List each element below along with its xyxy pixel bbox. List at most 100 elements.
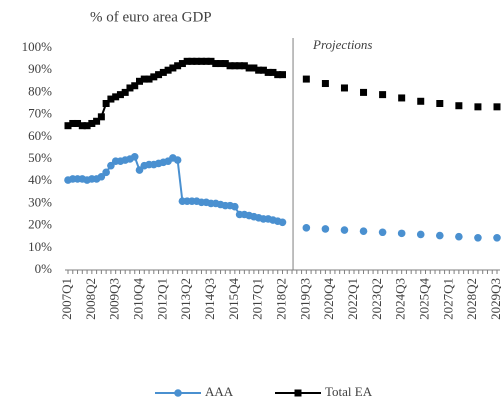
marker [97, 113, 105, 121]
marker [278, 218, 287, 227]
x-tick-label: 2007Q1 [59, 278, 74, 320]
marker [264, 68, 272, 76]
series-line [68, 61, 497, 125]
marker [130, 152, 139, 161]
marker [378, 228, 387, 237]
marker [236, 62, 244, 70]
marker [231, 62, 239, 70]
marker [417, 97, 425, 105]
marker [93, 117, 101, 125]
marker [197, 57, 205, 65]
x-tick-label: 2019Q3 [297, 278, 312, 320]
marker [121, 88, 129, 96]
y-tick-label: 30% [28, 194, 52, 209]
y-tick-label: 50% [28, 150, 52, 165]
marker [455, 232, 463, 241]
marker [474, 103, 482, 111]
x-tick-label: 2020Q4 [321, 278, 336, 320]
marker [340, 84, 348, 92]
legend-label: AAA [205, 384, 234, 399]
marker [126, 84, 134, 92]
marker [274, 71, 282, 79]
marker [140, 75, 148, 83]
marker [416, 230, 425, 239]
marker [259, 66, 267, 74]
marker [164, 66, 172, 74]
marker [173, 156, 182, 164]
marker [112, 93, 120, 101]
marker [145, 75, 153, 83]
x-tick-label: 2015Q4 [226, 278, 241, 320]
marker [221, 60, 229, 68]
marker [207, 57, 215, 65]
legend-marker [174, 389, 182, 397]
marker [359, 227, 368, 235]
marker [202, 57, 210, 65]
marker [397, 229, 406, 238]
marker [74, 119, 82, 127]
marker [493, 234, 501, 242]
marker [169, 64, 177, 72]
marker [178, 60, 186, 68]
marker [321, 80, 329, 88]
x-tick-label: 2025Q4 [416, 278, 431, 320]
marker [193, 57, 201, 65]
x-tick-label: 2023Q2 [369, 278, 384, 320]
x-tick-label: 2024Q3 [393, 278, 408, 320]
x-tick-label: 2014Q3 [202, 278, 217, 320]
marker [116, 91, 124, 99]
marker [69, 119, 77, 127]
y-tick-label: 40% [28, 172, 52, 187]
marker [379, 91, 387, 99]
x-tick-label: 2012Q1 [154, 278, 169, 320]
marker [97, 172, 106, 181]
marker [212, 60, 220, 68]
marker [183, 57, 191, 65]
marker [131, 82, 139, 90]
x-tick-label: 2013Q2 [178, 278, 193, 320]
marker [302, 75, 310, 83]
x-tick-label: 2009Q3 [107, 278, 122, 320]
marker [136, 77, 143, 85]
x-tick-label: 2017Q1 [250, 278, 265, 320]
marker [360, 88, 368, 96]
annotation: Projections [312, 37, 372, 52]
marker [474, 234, 482, 242]
x-tick-label: 2027Q1 [440, 278, 455, 320]
marker [250, 64, 258, 72]
marker [107, 161, 115, 170]
legend-marker [294, 389, 302, 397]
marker [174, 62, 182, 70]
marker [436, 100, 444, 107]
x-tick-label: 2008Q2 [83, 278, 98, 320]
y-tick-label: 60% [28, 128, 52, 143]
marker [135, 166, 144, 174]
y-tick-label: 100% [22, 39, 53, 54]
marker [78, 122, 86, 130]
marker [255, 66, 263, 74]
y-tick-label: 10% [28, 239, 52, 254]
marker [493, 103, 501, 111]
marker [245, 64, 253, 72]
x-tick-label: 2028Q2 [464, 278, 479, 320]
chart-subtitle: % of euro area GDP [90, 9, 212, 25]
x-tick-label: 2029Q3 [488, 278, 501, 320]
marker [231, 202, 239, 211]
marker [107, 95, 115, 103]
marker [188, 57, 196, 65]
marker [302, 224, 311, 232]
marker [321, 225, 330, 233]
marker [102, 100, 110, 107]
legend-label: Total EA [325, 384, 373, 399]
y-tick-label: 20% [28, 217, 52, 232]
y-tick-label: 90% [28, 61, 52, 76]
marker [159, 68, 167, 76]
marker [83, 122, 91, 130]
x-tick-label: 2018Q2 [273, 278, 288, 320]
marker [217, 60, 225, 68]
marker [455, 102, 463, 110]
marker [150, 73, 158, 81]
marker [398, 94, 406, 102]
marker [279, 71, 286, 79]
